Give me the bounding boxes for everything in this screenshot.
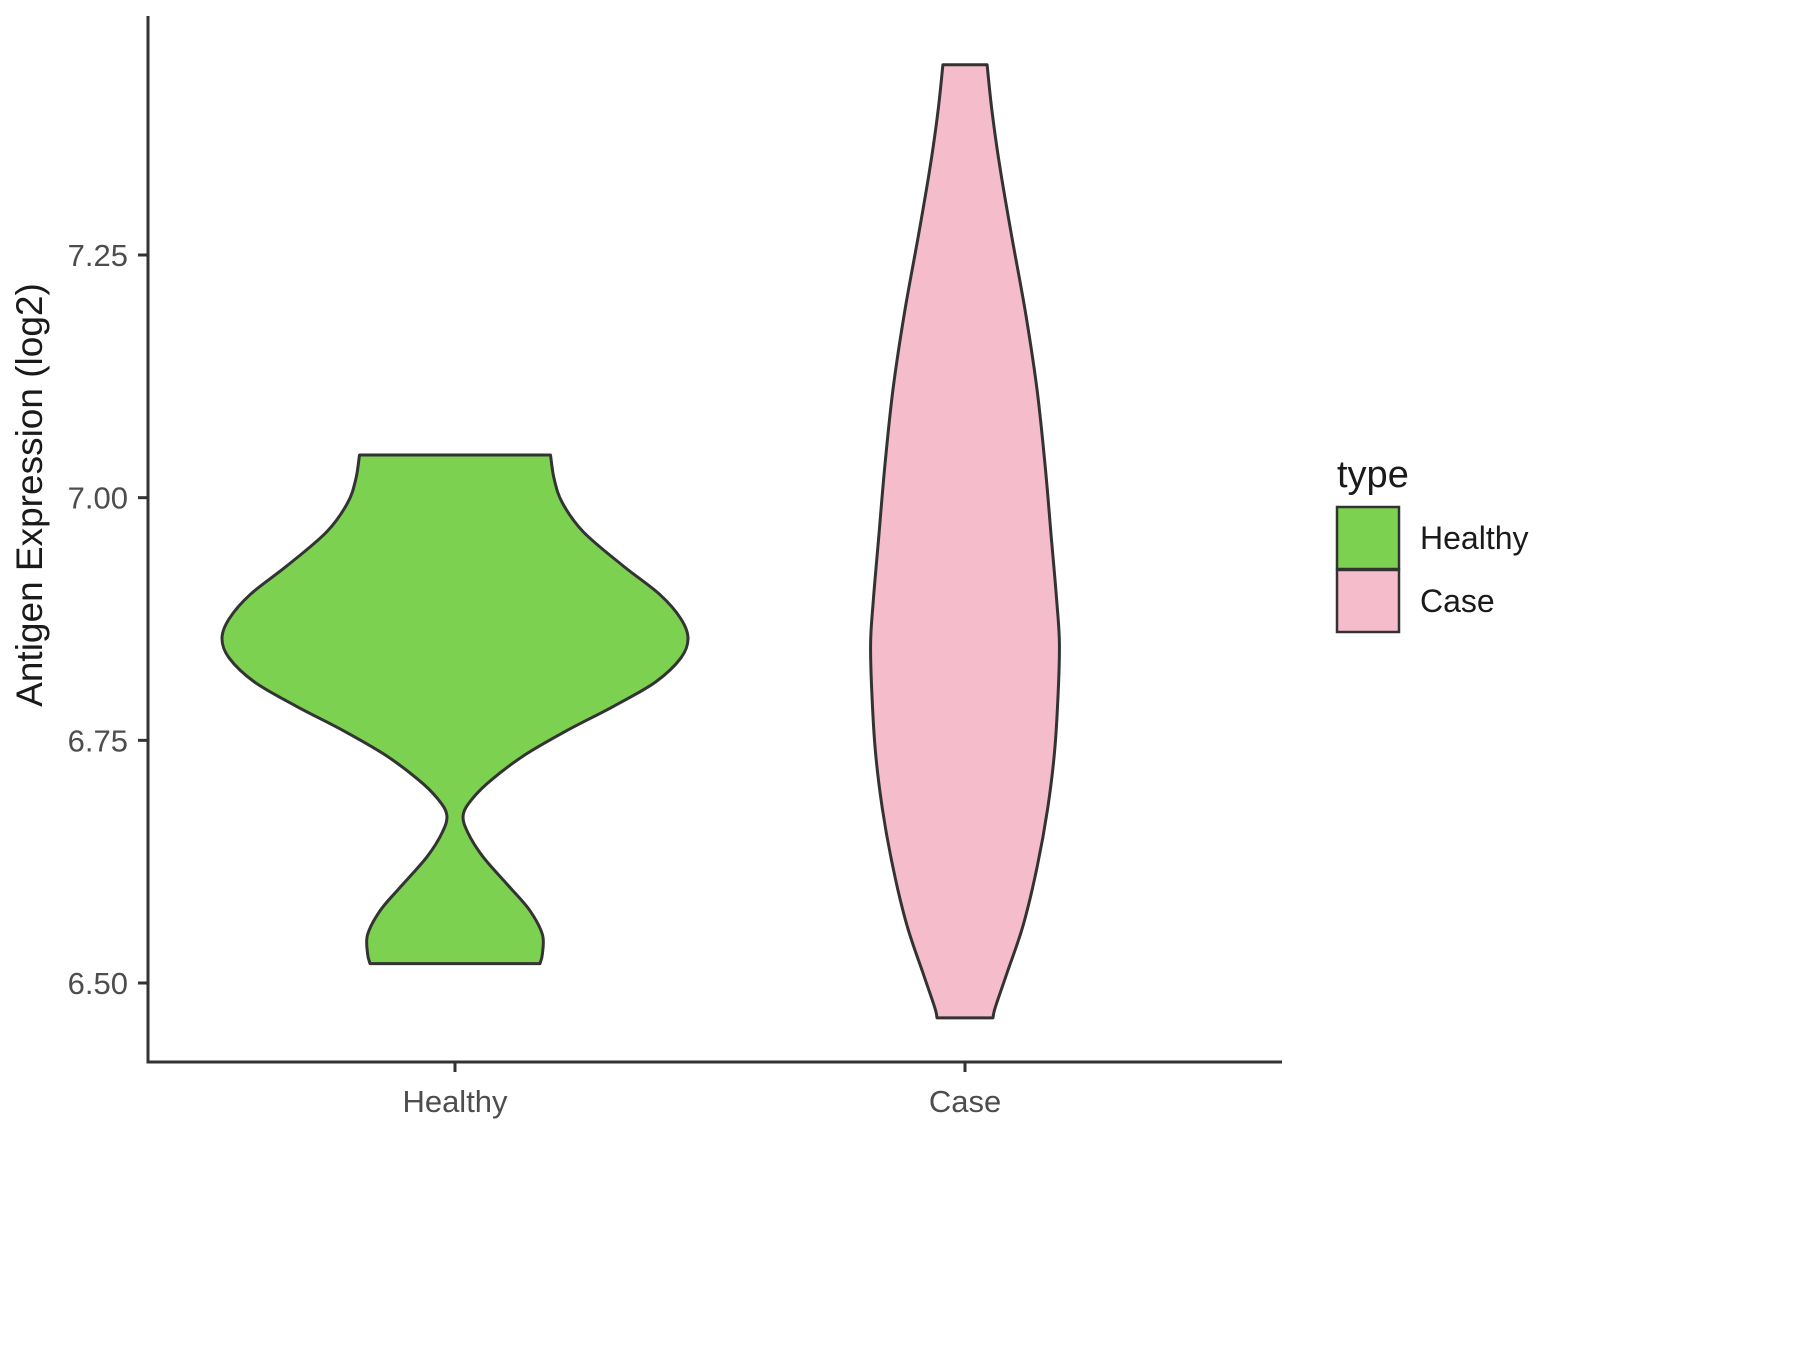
legend-swatch-healthy bbox=[1335, 505, 1401, 571]
legend: type Healthy Case bbox=[1335, 454, 1529, 634]
x-tick-label-healthy: Healthy bbox=[402, 1084, 508, 1119]
legend-label-healthy: Healthy bbox=[1420, 520, 1529, 556]
legend-label-case: Case bbox=[1420, 583, 1495, 619]
y-axis-title: Antigen Expression (log2) bbox=[9, 283, 50, 707]
y-tick-label: 7.25 bbox=[68, 238, 128, 273]
violin-healthy bbox=[220, 453, 690, 966]
x-tick-label-case: Case bbox=[929, 1084, 1001, 1119]
x-axis-ticks: Healthy Case bbox=[402, 1062, 1001, 1119]
y-tick-label: 6.75 bbox=[68, 723, 128, 758]
legend-title: type bbox=[1337, 454, 1409, 496]
y-tick-label: 6.50 bbox=[68, 966, 128, 1001]
y-tick-label: 7.00 bbox=[68, 481, 128, 516]
violins-layer bbox=[220, 63, 1061, 1020]
violin-case bbox=[869, 63, 1061, 1020]
y-axis-ticks: 6.50 6.75 7.00 7.25 bbox=[68, 238, 148, 1001]
legend-entries: Healthy Case bbox=[1335, 505, 1529, 634]
legend-swatch-case bbox=[1335, 568, 1401, 634]
